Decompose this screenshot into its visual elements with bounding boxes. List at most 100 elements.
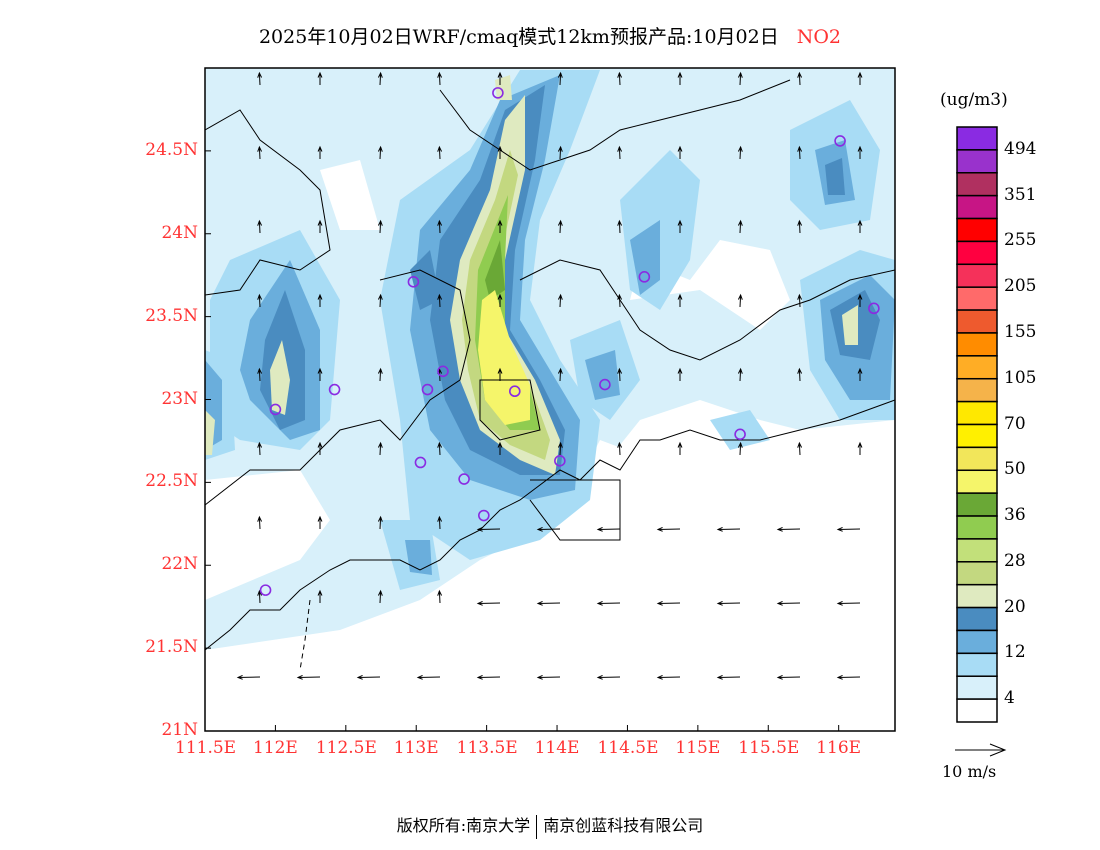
chart-title: 2025年10月02日WRF/cmaq模式12km预报产品:10月02日 NO2	[0, 22, 1100, 49]
wind-arrow	[377, 589, 383, 604]
wind-arrow	[617, 367, 623, 382]
colorbar-label: 105	[1004, 367, 1037, 388]
station-marker[interactable]	[478, 509, 490, 522]
wind-arrow	[776, 526, 801, 532]
colorbar-swatch	[956, 172, 998, 197]
colorbar-label: 36	[1004, 505, 1026, 526]
colorbar-label: 20	[1004, 596, 1026, 617]
colorbar-label: 351	[1004, 184, 1037, 205]
wind-arrow	[377, 145, 383, 160]
colorbar-label: 4	[1004, 688, 1015, 709]
lat-tick-label: 21N	[161, 720, 198, 740]
wind-arrow	[497, 367, 503, 381]
station-marker[interactable]	[734, 428, 746, 441]
colorbar-swatch	[956, 332, 998, 357]
station-marker[interactable]	[868, 302, 880, 315]
lat-tick-label: 24N	[161, 222, 198, 243]
colorbar-swatch	[956, 377, 998, 403]
wind-arrow	[476, 600, 501, 606]
wind-arrow	[836, 526, 861, 532]
wind-arrow	[797, 441, 803, 456]
wind-arrow	[797, 145, 803, 160]
wind-arrow	[857, 293, 863, 307]
wind-arrow	[476, 674, 501, 680]
station-marker[interactable]	[421, 383, 434, 396]
wind-arrow	[257, 367, 263, 382]
wind-arrow	[317, 293, 323, 307]
colorbar-unit: (ug/m3)	[940, 90, 1008, 110]
lon-tick-label: 116E	[816, 738, 862, 758]
wind-arrow	[656, 526, 681, 532]
station-marker[interactable]	[492, 87, 504, 99]
wind-arrow	[257, 441, 263, 456]
wind-arrow	[797, 293, 803, 308]
wind-arrow	[737, 293, 743, 308]
wind-arrow	[596, 526, 621, 532]
colorbar-swatch	[956, 400, 998, 426]
lat-tick-label: 24.5N	[145, 139, 198, 160]
lon-tick-label: 115.5E	[738, 738, 800, 758]
wind-arrow	[296, 674, 321, 680]
lon-tick-label: 115E	[675, 738, 721, 758]
lat-tick-label: 21.5N	[145, 637, 198, 658]
colorbar-swatch	[956, 606, 998, 632]
colorbar-swatch	[956, 538, 998, 563]
station-marker[interactable]	[259, 584, 272, 596]
station-marker[interactable]	[407, 276, 420, 288]
wind-vectors	[236, 71, 863, 680]
wind-arrow	[557, 293, 563, 308]
wind-arrow	[377, 71, 383, 86]
station-marker[interactable]	[458, 473, 470, 485]
wind-arrow	[716, 526, 741, 532]
wind-arrow	[557, 145, 563, 160]
colorbar	[956, 126, 998, 723]
colorbar-swatch	[956, 355, 998, 380]
colorbar-swatch	[956, 446, 998, 472]
colorbar-swatch	[956, 240, 998, 266]
wind-arrow	[257, 71, 263, 86]
wind-arrow	[317, 515, 323, 529]
wind-arrow	[557, 219, 563, 234]
wind-arrow	[257, 589, 263, 604]
wind-arrow	[437, 441, 443, 456]
station-marker[interactable]	[328, 383, 341, 396]
colorbar-label: 12	[1004, 642, 1026, 663]
wind-arrow	[857, 441, 863, 455]
station-marker[interactable]	[437, 365, 449, 378]
wind-arrow	[776, 600, 801, 606]
wind-arrow	[797, 219, 803, 234]
colorbar-swatch	[956, 469, 998, 494]
wind-arrow	[497, 441, 503, 455]
colorbar-swatch	[956, 561, 998, 586]
colorbar-label: 255	[1004, 230, 1037, 251]
station-marker[interactable]	[834, 135, 846, 147]
colorbar-swatch	[956, 194, 998, 220]
station-marker[interactable]	[269, 403, 282, 416]
station-marker[interactable]	[554, 455, 566, 467]
footer-separator	[536, 814, 538, 839]
wind-arrow	[716, 600, 741, 606]
station-marker[interactable]	[508, 385, 521, 398]
colorbar-swatch	[956, 149, 998, 174]
wind-arrow	[776, 674, 801, 680]
station-marker[interactable]	[638, 271, 651, 283]
wind-arrow	[677, 293, 683, 307]
wind-arrow	[737, 441, 743, 456]
wind-arrow	[437, 145, 443, 160]
station-marker[interactable]	[599, 378, 611, 391]
wind-arrow	[857, 71, 863, 85]
wind-arrow	[596, 674, 621, 680]
wind-arrow	[497, 219, 503, 233]
wind-arrow	[317, 71, 323, 85]
wind-arrow	[557, 367, 563, 382]
wind-arrow	[797, 71, 803, 86]
lon-tick-label: 112.5E	[315, 738, 377, 758]
wind-arrow	[737, 71, 743, 86]
wind-arrow	[536, 600, 561, 606]
wind-arrow	[677, 145, 683, 159]
station-marker[interactable]	[414, 456, 427, 469]
wind-arrow	[737, 367, 743, 382]
wind-arrow	[257, 145, 263, 160]
wind-arrow	[737, 145, 743, 160]
